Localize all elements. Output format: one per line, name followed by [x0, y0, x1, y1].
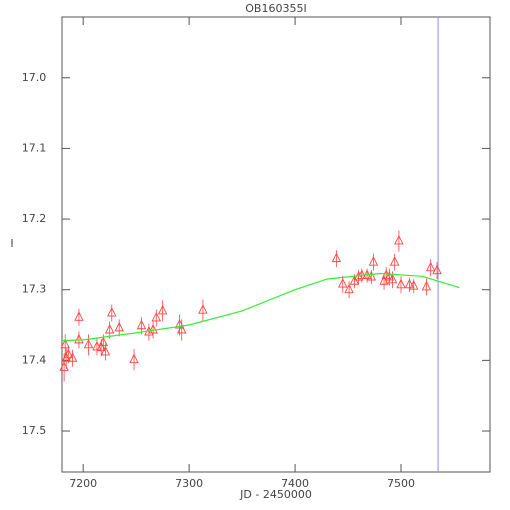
- y-axis-label: I: [10, 237, 13, 250]
- y-tick-label: 17.4: [22, 353, 47, 366]
- x-tick-label: 7300: [175, 477, 203, 490]
- data-point: [63, 348, 74, 359]
- data-point: [157, 304, 168, 315]
- model-line: [61, 272, 460, 342]
- data-point: [114, 321, 124, 332]
- y-tick-label: 17.3: [22, 283, 47, 296]
- data-point: [404, 278, 415, 289]
- data-point: [148, 323, 158, 334]
- data-point: [432, 264, 442, 275]
- data-point: [100, 345, 111, 356]
- y-tick-label: 17.2: [22, 212, 47, 225]
- data-point: [357, 269, 367, 280]
- data-point: [408, 280, 419, 290]
- data-point: [338, 278, 348, 288]
- data-point: [136, 319, 147, 330]
- data-point: [129, 353, 139, 364]
- data-point: [198, 304, 208, 314]
- data-point: [368, 256, 379, 266]
- data-point: [421, 280, 432, 291]
- data-point: [425, 261, 436, 272]
- y-tick-label: 17.1: [22, 141, 47, 154]
- data-point: [74, 311, 84, 321]
- x-tick-label: 7400: [281, 477, 309, 490]
- data-point: [74, 333, 84, 344]
- data-point: [151, 311, 162, 322]
- data-point: [98, 336, 109, 347]
- x-tick-label: 7500: [387, 477, 415, 490]
- data-point: [67, 352, 78, 362]
- data-point: [107, 307, 117, 317]
- data-point: [387, 273, 398, 284]
- data-point: [344, 283, 354, 294]
- y-tick-label: 17.5: [22, 424, 47, 437]
- data-point: [331, 252, 342, 263]
- x-axis-label: JD - 2450000: [239, 488, 312, 501]
- data-point: [396, 278, 406, 289]
- data-point: [60, 338, 70, 349]
- plot-frame: [61, 16, 491, 473]
- data-point: [389, 256, 400, 266]
- data-point: [176, 323, 187, 334]
- y-tick-label: 17.0: [22, 71, 47, 84]
- data-point: [384, 270, 395, 281]
- data-point: [83, 338, 94, 349]
- chart-title: OB160355I: [245, 2, 306, 15]
- x-tick-label: 7200: [69, 477, 97, 490]
- data-point: [104, 323, 115, 334]
- data-point: [366, 270, 377, 281]
- data-point: [394, 234, 404, 245]
